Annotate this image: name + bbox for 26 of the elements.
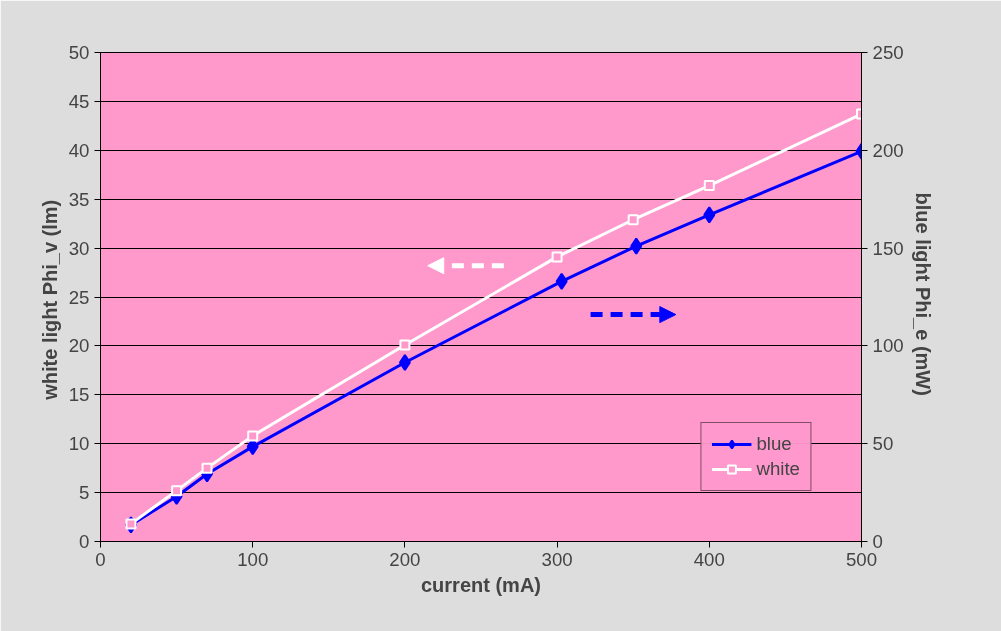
y2-axis-title: blue light Phi_e (mW) <box>911 192 934 396</box>
y-tick-label: 10 <box>68 433 90 455</box>
legend-label: blue <box>756 433 792 455</box>
x-tick-label: 200 <box>389 548 421 570</box>
y-tick-label: 35 <box>68 188 90 210</box>
y-tick-label: 45 <box>68 90 90 112</box>
y-tick-label: 30 <box>68 237 90 259</box>
y-tick-label: 20 <box>68 335 90 357</box>
x-tick-label: 300 <box>541 548 573 570</box>
y-tick-label: 0 <box>79 531 90 552</box>
y-tick-label: 50 <box>68 42 90 63</box>
y2-tick-label: 250 <box>872 42 904 63</box>
y-tick-label: 5 <box>79 482 90 504</box>
y2-tick-label: 100 <box>872 335 904 357</box>
x-tick-label: 100 <box>237 548 269 570</box>
y-tick-label: 25 <box>68 286 90 308</box>
y2-tick-label: 50 <box>872 433 894 455</box>
y2-tick-label: 200 <box>872 139 904 161</box>
y-axis-title: white light Phi_v (lm) <box>38 199 61 401</box>
y2-tick-label: 150 <box>872 237 904 259</box>
legend-label: white <box>756 458 800 480</box>
x-tick-label: 400 <box>693 548 725 570</box>
x-axis-title: current (mA) <box>421 573 542 596</box>
y-tick-label: 40 <box>68 139 90 161</box>
y-tick-label: 15 <box>68 384 90 406</box>
x-tick-label: 0 <box>95 548 106 570</box>
